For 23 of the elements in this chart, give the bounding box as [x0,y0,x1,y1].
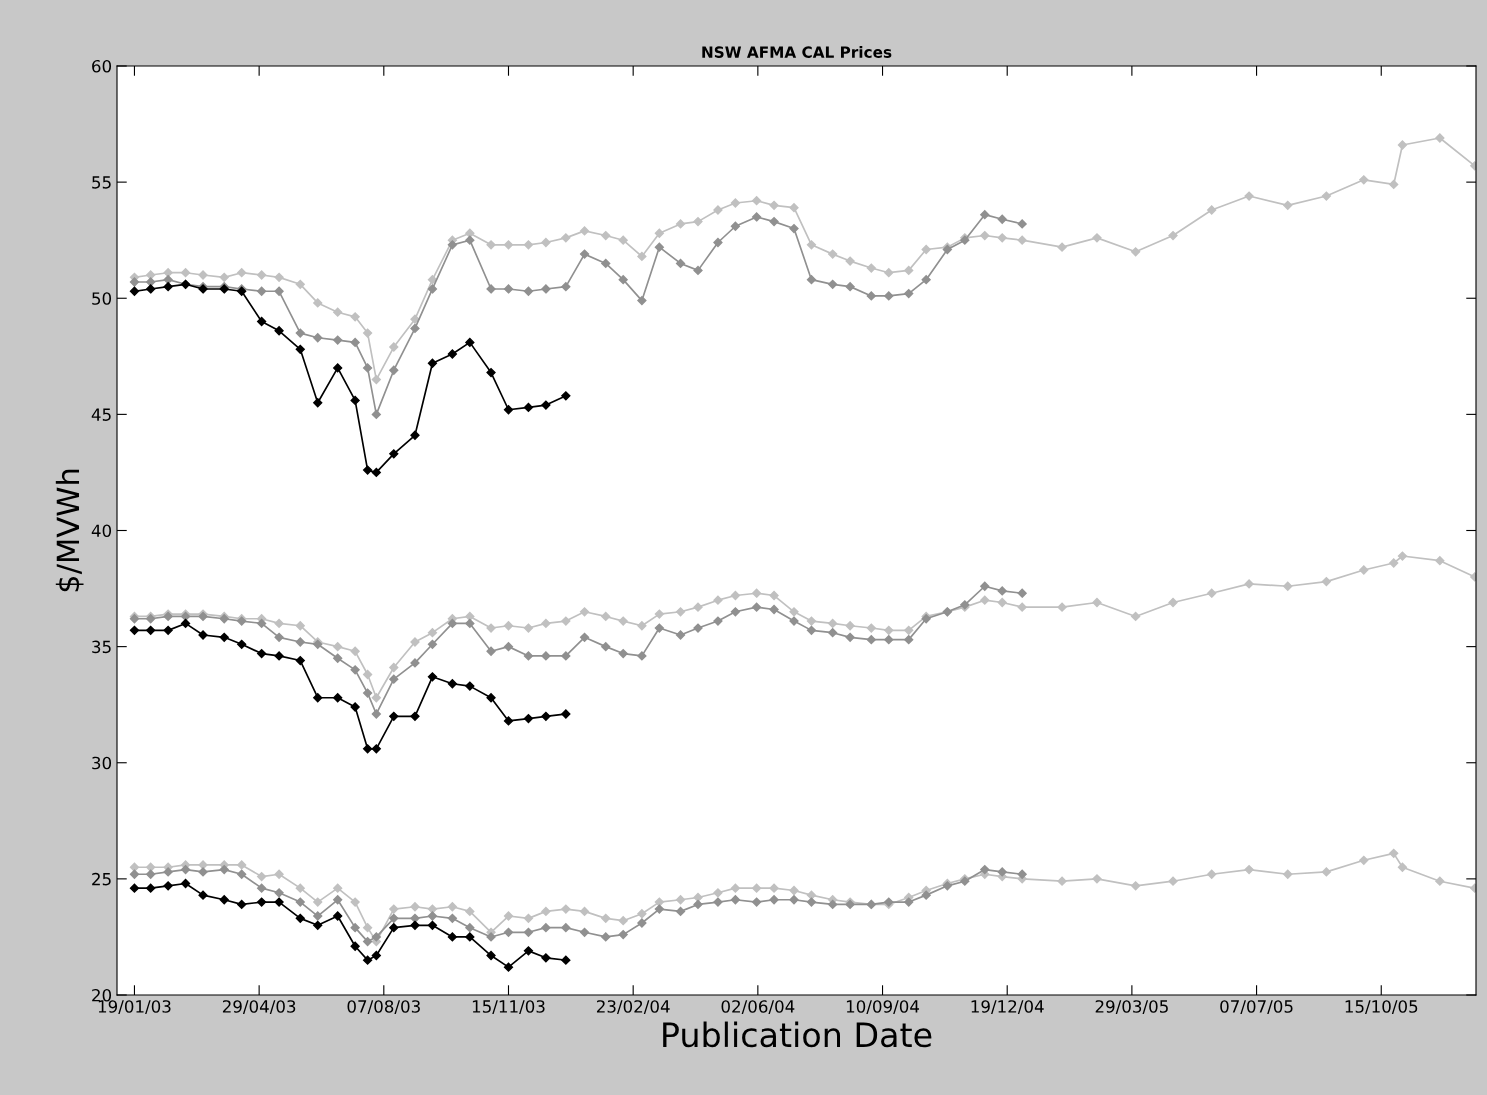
y-tick-label: 25 [92,872,111,886]
x-tick-label: 02/06/04 [721,1000,795,1015]
y-tick-label: 40 [91,524,112,538]
y-tick-label: 20 [92,988,112,1002]
x-tick-label: 15/11/03 [472,1000,545,1015]
y-tick-label: 30 [92,756,112,770]
y-tick-label: 50 [92,292,112,305]
x-tick-label: 07/08/03 [347,1000,420,1015]
y-tick-label: 55 [92,176,111,189]
x-tick-label: 29/04/03 [222,1000,296,1015]
chart-title: NSW AFMA CAL Prices [702,46,892,58]
x-tick-label: 10/09/04 [846,1000,920,1015]
y-axis-title: $/MVWh [55,469,84,592]
x-axis-title: Publication Date [663,1021,932,1048]
x-tick-label: 23/02/04 [596,1000,670,1015]
y-tick-label: 60 [92,59,112,73]
x-tick-label: 19/01/03 [98,1000,171,1015]
y-tick-label: 45 [91,408,111,421]
x-tick-label: 15/10/05 [1345,1000,1418,1015]
x-tick-label: 29/03/05 [1095,1000,1168,1015]
x-tick-label: 07/07/05 [1220,1000,1293,1015]
y-tick-label: 35 [92,640,111,654]
x-tick-label: 19/12/04 [971,1000,1044,1015]
